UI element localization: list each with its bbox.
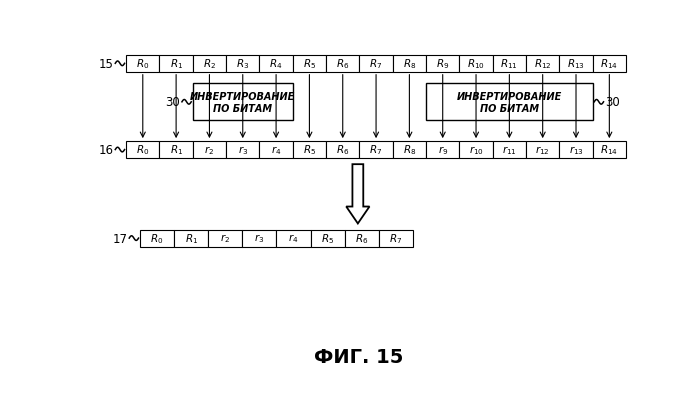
Bar — [193, 84, 293, 121]
Bar — [526, 56, 559, 73]
Text: 17: 17 — [113, 232, 128, 245]
Bar — [259, 142, 293, 159]
Text: $R_8$: $R_8$ — [403, 143, 416, 157]
Text: $R_6$: $R_6$ — [336, 57, 350, 71]
Text: $r_{11}$: $r_{11}$ — [502, 144, 517, 157]
Bar — [226, 56, 259, 73]
Text: $R_5$: $R_5$ — [321, 232, 334, 245]
Bar — [226, 142, 259, 159]
Bar — [126, 56, 159, 73]
Bar — [193, 56, 226, 73]
Text: 15: 15 — [99, 58, 114, 71]
Bar — [174, 230, 208, 247]
Polygon shape — [346, 165, 370, 224]
Text: $r_{13}$: $r_{13}$ — [568, 144, 584, 157]
Bar — [126, 142, 159, 159]
Text: $R_2$: $R_2$ — [203, 57, 216, 71]
Bar — [459, 56, 493, 73]
Bar — [393, 56, 426, 73]
Bar — [326, 56, 359, 73]
Text: $R_3$: $R_3$ — [236, 57, 250, 71]
Text: ИНВЕРТИРОВАНИЕ
ПО БИТАМ: ИНВЕРТИРОВАНИЕ ПО БИТАМ — [456, 92, 562, 113]
Bar — [359, 56, 393, 73]
Bar — [259, 56, 293, 73]
Text: $R_{12}$: $R_{12}$ — [534, 57, 552, 71]
Bar — [379, 230, 413, 247]
Bar — [593, 142, 626, 159]
Text: $r_4$: $r_4$ — [271, 144, 281, 157]
Text: 16: 16 — [99, 144, 114, 157]
Text: $R_7$: $R_7$ — [389, 232, 403, 245]
Text: $R_4$: $R_4$ — [269, 57, 283, 71]
Bar — [140, 230, 174, 247]
Bar — [277, 230, 310, 247]
Text: ИНВЕРТИРОВАНИЕ
ПО БИТАМ: ИНВЕРТИРОВАНИЕ ПО БИТАМ — [190, 92, 296, 113]
Text: $R_6$: $R_6$ — [355, 232, 368, 245]
Bar — [293, 56, 326, 73]
Text: $R_1$: $R_1$ — [185, 232, 198, 245]
Bar — [310, 230, 345, 247]
Text: $R_9$: $R_9$ — [436, 57, 449, 71]
Text: $R_7$: $R_7$ — [370, 143, 382, 157]
Text: $r_2$: $r_2$ — [204, 144, 215, 157]
Bar — [426, 84, 593, 121]
Text: $R_8$: $R_8$ — [403, 57, 416, 71]
Bar — [459, 142, 493, 159]
Bar — [526, 142, 559, 159]
Text: $R_5$: $R_5$ — [303, 143, 316, 157]
Text: $R_{11}$: $R_{11}$ — [500, 57, 518, 71]
Text: 30: 30 — [605, 96, 620, 109]
Bar — [326, 142, 359, 159]
Text: $R_0$: $R_0$ — [136, 57, 150, 71]
Text: $R_0$: $R_0$ — [150, 232, 164, 245]
Bar — [359, 142, 393, 159]
Text: $r_2$: $r_2$ — [220, 232, 231, 245]
Text: $R_6$: $R_6$ — [336, 143, 350, 157]
Bar — [593, 56, 626, 73]
Text: $R_{10}$: $R_{10}$ — [467, 57, 485, 71]
Text: $R_1$: $R_1$ — [170, 57, 182, 71]
Bar — [426, 56, 459, 73]
Bar — [193, 142, 226, 159]
Text: $R_7$: $R_7$ — [370, 57, 382, 71]
Text: $R_{14}$: $R_{14}$ — [600, 143, 619, 157]
Text: $R_0$: $R_0$ — [136, 143, 150, 157]
Text: $r_{10}$: $r_{10}$ — [468, 144, 484, 157]
Bar — [393, 142, 426, 159]
Text: $r_4$: $r_4$ — [288, 232, 298, 245]
Text: $R_1$: $R_1$ — [170, 143, 182, 157]
Bar — [208, 230, 243, 247]
Bar — [293, 142, 326, 159]
Bar — [426, 142, 459, 159]
Text: 30: 30 — [166, 96, 180, 109]
Bar — [159, 56, 193, 73]
Bar — [559, 56, 593, 73]
Text: $r_9$: $r_9$ — [438, 144, 448, 157]
Bar — [559, 142, 593, 159]
Text: $r_3$: $r_3$ — [254, 232, 265, 245]
Bar — [159, 142, 193, 159]
Bar — [493, 142, 526, 159]
Text: $R_{14}$: $R_{14}$ — [600, 57, 619, 71]
Text: $r_{12}$: $r_{12}$ — [535, 144, 550, 157]
Bar — [243, 230, 277, 247]
Text: ФИГ. 15: ФИГ. 15 — [314, 347, 403, 366]
Text: $R_5$: $R_5$ — [303, 57, 316, 71]
Bar — [345, 230, 379, 247]
Text: $r_3$: $r_3$ — [238, 144, 248, 157]
Bar — [493, 56, 526, 73]
Text: $R_{13}$: $R_{13}$ — [567, 57, 585, 71]
